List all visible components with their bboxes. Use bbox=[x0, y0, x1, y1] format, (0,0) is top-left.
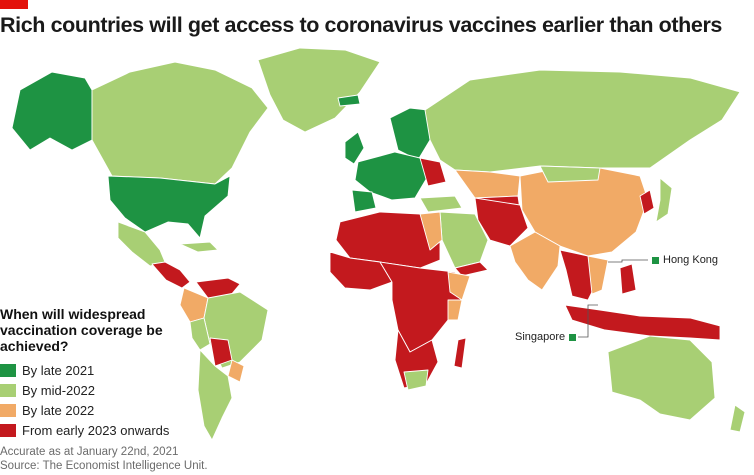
region-iceland bbox=[337, 94, 361, 107]
region-ukraine bbox=[419, 157, 447, 187]
legend-title: When will widespread vaccination coverag… bbox=[0, 306, 163, 354]
region-indonesia bbox=[564, 304, 721, 341]
region-yemen bbox=[454, 261, 489, 277]
region-western-europe bbox=[354, 151, 429, 201]
legend-label: By mid-2022 bbox=[22, 382, 95, 398]
region-kazakhstan bbox=[454, 169, 521, 199]
legend-label: By late 2022 bbox=[22, 402, 95, 418]
world-map bbox=[11, 47, 746, 440]
singapore-leader bbox=[578, 304, 598, 338]
region-korea bbox=[639, 189, 655, 215]
legend-item: From early 2023 onwards bbox=[0, 420, 200, 440]
region-iberia bbox=[351, 189, 377, 213]
region-southern-cone bbox=[197, 349, 233, 440]
legend-swatch bbox=[0, 383, 16, 397]
legend-item: By late 2021 bbox=[0, 360, 200, 380]
region-vietnam bbox=[587, 255, 609, 295]
region-south-africa bbox=[403, 369, 429, 391]
region-egypt bbox=[419, 211, 443, 251]
footnote-date: Accurate as at January 22nd, 2021 bbox=[0, 446, 179, 458]
region-australia bbox=[607, 335, 716, 421]
legend-item: By late 2022 bbox=[0, 400, 200, 420]
region-russia bbox=[424, 69, 741, 173]
legend-swatch bbox=[0, 403, 16, 417]
legend: When will widespread vaccination coverag… bbox=[0, 306, 200, 440]
hong-kong-callout: Hong Kong bbox=[648, 254, 718, 266]
region-turkey bbox=[419, 195, 463, 213]
region-uk bbox=[344, 131, 365, 165]
region-venezuela bbox=[195, 277, 241, 299]
legend-item: By mid-2022 bbox=[0, 380, 200, 400]
singapore-label: Singapore bbox=[515, 331, 566, 343]
hong-kong-label: Hong Kong bbox=[663, 254, 719, 266]
region-mongolia bbox=[539, 165, 601, 183]
region-usa bbox=[107, 175, 231, 239]
region-paraguay bbox=[227, 359, 245, 383]
page-title: Rich countries will get access to corona… bbox=[0, 13, 722, 37]
brand-bar bbox=[0, 0, 28, 9]
region-new-zealand bbox=[729, 404, 746, 433]
footnote-source: Source: The Economist Intelligence Unit. bbox=[0, 460, 208, 472]
region-philippines bbox=[619, 263, 637, 295]
region-north-africa bbox=[335, 211, 441, 269]
region-peru bbox=[189, 317, 211, 351]
singapore-marker bbox=[569, 333, 577, 341]
footnote: Accurate as at January 22nd, 2021 Source… bbox=[0, 445, 208, 473]
region-japan bbox=[655, 177, 673, 223]
region-central-america bbox=[151, 261, 191, 289]
legend-swatch bbox=[0, 423, 16, 437]
legend-swatch bbox=[0, 363, 16, 377]
region-kenya bbox=[447, 299, 463, 321]
region-canada bbox=[91, 61, 269, 185]
region-madagascar bbox=[453, 337, 467, 369]
singapore-callout: Singapore bbox=[515, 331, 580, 343]
region-india bbox=[509, 231, 561, 291]
region-alaska bbox=[11, 71, 93, 151]
hong-kong-leader bbox=[608, 259, 648, 263]
region-west-africa bbox=[329, 251, 393, 291]
hong-kong-marker bbox=[652, 256, 659, 264]
legend-label: By late 2021 bbox=[22, 362, 95, 378]
region-greenland bbox=[257, 47, 381, 133]
region-caribbean bbox=[179, 241, 219, 253]
legend-label: From early 2023 onwards bbox=[22, 422, 170, 438]
